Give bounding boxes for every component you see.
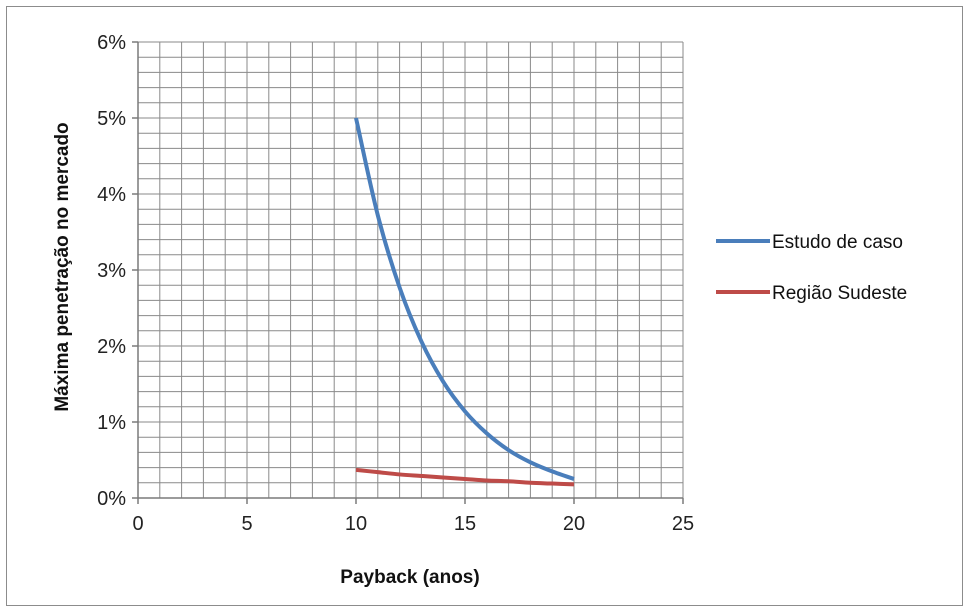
- x-tick-label: 20: [563, 513, 585, 535]
- chart-frame: [6, 6, 963, 606]
- y-tick-label: 4%: [97, 184, 126, 206]
- y-tick-label: 3%: [97, 260, 126, 282]
- y-tick-label: 0%: [97, 488, 126, 510]
- axis-layer: 0% 1% 2% 3% 4% 5% 6% 0 5 10 15 20 25: [97, 32, 694, 535]
- legend-label: Estudo de caso: [772, 232, 903, 253]
- x-axis-title: Payback (anos): [340, 567, 479, 588]
- grid-layer: [137, 41, 684, 499]
- x-tick-label: 0: [132, 513, 143, 535]
- series-line-regiao-sudeste: [355, 467, 575, 487]
- x-tick-label: 5: [241, 513, 252, 535]
- x-tick-label: 10: [345, 513, 367, 535]
- x-tick-label: 25: [672, 513, 694, 535]
- y-tick-label: 5%: [97, 108, 126, 130]
- y-axis-title: Máxima penetração no mercado: [52, 122, 73, 411]
- legend: Estudo de caso Região Sudeste: [716, 232, 907, 304]
- y-tick-label: 6%: [97, 32, 126, 54]
- y-tick-label: 2%: [97, 336, 126, 358]
- series-layer: [354, 117, 575, 487]
- y-tick-label: 1%: [97, 412, 126, 434]
- x-tick-label: 15: [454, 513, 476, 535]
- series-line-estudo-de-caso: [354, 117, 575, 481]
- legend-label: Região Sudeste: [772, 283, 907, 304]
